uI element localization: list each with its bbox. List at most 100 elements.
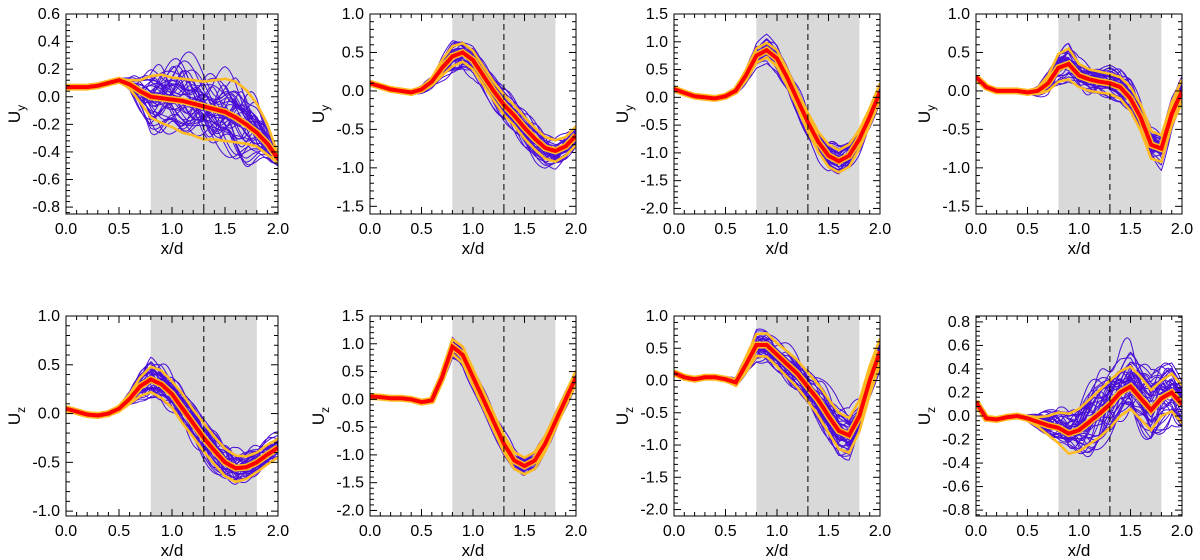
- x-axis-label: x/d: [1068, 541, 1091, 560]
- y-tick-label: -1.0: [336, 447, 364, 464]
- y-tick-label: 0.0: [342, 391, 364, 408]
- x-axis-label: x/d: [161, 239, 184, 258]
- y-tick-label: -1.5: [640, 173, 668, 190]
- x-axis-label: x/d: [462, 541, 485, 560]
- y-tick-label: -2.0: [640, 200, 668, 217]
- mean-curve: [66, 78, 278, 160]
- x-tick-label: 0.5: [714, 221, 736, 238]
- y-tick-label: 0.4: [38, 34, 60, 51]
- y-tick-label: 0.2: [38, 61, 60, 78]
- plot-area: [976, 337, 1182, 458]
- y-tick-label: -1.0: [32, 503, 60, 520]
- x-tick-label: 1.5: [817, 221, 839, 238]
- y-tick-label: 0.0: [342, 83, 364, 100]
- y-axis-label: Uz: [5, 407, 28, 425]
- x-tick-label: 2.0: [869, 221, 891, 238]
- x-tick-label: 1.0: [1068, 221, 1090, 238]
- y-tick-label: 0.5: [342, 44, 364, 61]
- y-tick-label: -1.0: [640, 437, 668, 454]
- x-tick-label: 0.0: [359, 221, 381, 238]
- mean-curve: [370, 343, 576, 469]
- y-axis-label: Uy: [5, 105, 28, 123]
- x-tick-label: 2.0: [565, 221, 587, 238]
- y-tick-label: -0.5: [640, 117, 668, 134]
- y-tick-label: 0.4: [948, 361, 970, 378]
- y-tick-label: 0.0: [38, 89, 60, 106]
- y-tick-label: 0.0: [38, 406, 60, 423]
- plot-area: [370, 336, 576, 477]
- x-tick-label: 2.0: [869, 523, 891, 540]
- y-tick-label: 0.6: [948, 337, 970, 354]
- y-tick-label: -0.6: [942, 479, 970, 496]
- panel-uz-4: 0.0 0.5 1.0 1.5 2.0 -0.8 -0.6 -0.4 -0.2 0.0 0.2 0.4…: [915, 314, 1193, 560]
- y-tick-label: -1.5: [640, 469, 668, 486]
- panel-uz-2: 0.0 0.5 1.0 1.5 2.0 -2.0 -1.5 -1.0 -0.5 0.0 0.5 1.0…: [309, 308, 587, 560]
- y-tick-label: -0.4: [32, 144, 60, 161]
- y-axis-label: Uz: [915, 407, 938, 425]
- x-tick-label: 0.5: [1016, 221, 1038, 238]
- plot-area: [66, 356, 278, 485]
- plot-area: [976, 42, 1182, 172]
- plot-area: [674, 328, 880, 461]
- y-axis-label: Uz: [613, 407, 636, 425]
- y-axis-label: Uy: [915, 105, 938, 123]
- y-tick-label: -0.5: [640, 405, 668, 422]
- x-tick-label: 1.0: [161, 523, 183, 540]
- y-tick-label: -1.5: [336, 198, 364, 215]
- y-tick-label: 0.5: [38, 357, 60, 374]
- y-tick-label: -1.0: [640, 145, 668, 162]
- x-tick-label: 0.0: [55, 221, 77, 238]
- x-tick-label: 2.0: [565, 523, 587, 540]
- x-tick-label: 2.0: [267, 523, 289, 540]
- y-tick-label: -0.5: [336, 419, 364, 436]
- panel-uy-2: 0.0 0.5 1.0 1.5 2.0-1.5-1.0-0.50.00.51.0x/dU…: [309, 6, 587, 258]
- y-tick-label: -0.5: [942, 121, 970, 138]
- y-tick-label: -0.8: [942, 502, 970, 519]
- x-tick-label: 0.0: [965, 523, 987, 540]
- x-tick-label: 1.5: [1119, 523, 1141, 540]
- y-tick-label: -2.0: [640, 502, 668, 519]
- y-tick-label: 0.0: [948, 83, 970, 100]
- y-tick-label: -0.2: [942, 432, 970, 449]
- x-tick-label: 1.0: [462, 221, 484, 238]
- x-tick-label: 1.0: [1068, 523, 1090, 540]
- y-tick-label: 0.5: [646, 62, 668, 79]
- x-tick-label: 0.5: [108, 221, 130, 238]
- x-axis-label: x/d: [766, 239, 789, 258]
- x-tick-label: 1.5: [817, 523, 839, 540]
- y-axis-label: Uz: [309, 407, 332, 425]
- y-tick-label: 0.5: [646, 340, 668, 357]
- x-tick-label: 1.0: [462, 523, 484, 540]
- x-axis-label: x/d: [161, 541, 184, 560]
- y-tick-label: -2.0: [336, 502, 364, 519]
- y-tick-label: 1.5: [646, 6, 668, 23]
- y-tick-label: 0.6: [38, 6, 60, 23]
- panel-uz-1: 0.0 0.5 1.0 1.5 2.0-1.0-0.50.00.51.0x/dUz: [5, 308, 289, 560]
- x-tick-label: 0.0: [663, 523, 685, 540]
- x-tick-label: 0.5: [108, 523, 130, 540]
- plot-area: [674, 33, 880, 175]
- y-tick-label: -0.5: [336, 121, 364, 138]
- y-tick-label: 1.0: [646, 34, 668, 51]
- y-tick-label: -1.5: [336, 475, 364, 492]
- y-tick-label: 0.0: [948, 408, 970, 425]
- x-tick-label: 1.5: [513, 523, 535, 540]
- x-tick-label: 2.0: [1171, 221, 1193, 238]
- y-tick-label: -0.8: [32, 199, 60, 216]
- x-tick-label: 0.0: [55, 523, 77, 540]
- y-tick-label: 1.0: [342, 336, 364, 353]
- mean-curve: [976, 384, 1182, 436]
- x-tick-label: 1.5: [214, 221, 236, 238]
- y-tick-label: 1.0: [342, 6, 364, 23]
- x-tick-label: 0.0: [663, 221, 685, 238]
- x-tick-label: 1.5: [214, 523, 236, 540]
- x-tick-label: 1.5: [513, 221, 535, 238]
- y-tick-label: -0.5: [32, 454, 60, 471]
- y-tick-label: 0.2: [948, 384, 970, 401]
- x-tick-label: 0.5: [714, 523, 736, 540]
- plot-area: [66, 51, 278, 168]
- x-tick-label: 0.5: [410, 523, 432, 540]
- panel-uy-3: 0.0 0.5 1.0 1.5 2.0 -2.0 -1.5 -1.0 -0.5 0.0 0.5 1.0…: [613, 6, 891, 258]
- x-tick-label: 2.0: [267, 221, 289, 238]
